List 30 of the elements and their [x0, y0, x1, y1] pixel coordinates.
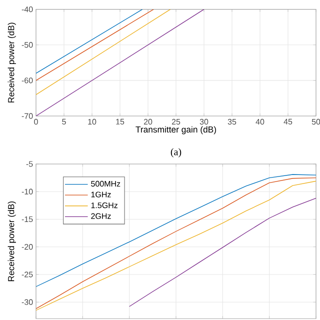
legend-label: 1.5GHz	[91, 202, 118, 208]
x-tick-label: 45	[284, 118, 292, 125]
legend-label: 1GHz	[91, 192, 111, 198]
legend-label: 2GHz	[91, 213, 111, 219]
x-tick-label: 25	[172, 118, 180, 125]
y-tick-label: -20	[22, 244, 33, 250]
y-axis-title: Received power (dB)	[8, 201, 16, 282]
y-tick-label: -5	[26, 161, 33, 167]
y-tick-label: -25	[22, 272, 33, 278]
x-tick-label: 50	[312, 118, 320, 125]
y-tick-label: -30	[22, 299, 33, 305]
x-tick-label: 35	[228, 118, 236, 125]
y-tick-label: -40	[22, 6, 33, 12]
x-tick-label: 40	[256, 118, 264, 125]
x-axis-title: Transmitter gain (dB)	[136, 126, 216, 134]
line-series	[129, 198, 316, 307]
y-tick-label: -10	[22, 188, 33, 194]
y-axis-title: Received power (dB)	[8, 22, 16, 102]
y-tick-label: -70	[22, 113, 33, 119]
y-tick-label: -50	[22, 42, 33, 48]
x-tick-label: 30	[200, 118, 208, 125]
y-tick-label: -60	[22, 78, 33, 84]
x-tick-label: 20	[144, 118, 152, 125]
legend-label: 500MHz	[91, 180, 120, 187]
y-tick-label: -15	[22, 216, 33, 222]
x-tick-label: 0	[34, 118, 38, 125]
x-tick-label: 15	[116, 118, 124, 125]
text: (a)	[170, 148, 182, 158]
x-tick-label: 10	[88, 118, 96, 125]
x-tick-label: 5	[62, 118, 66, 125]
